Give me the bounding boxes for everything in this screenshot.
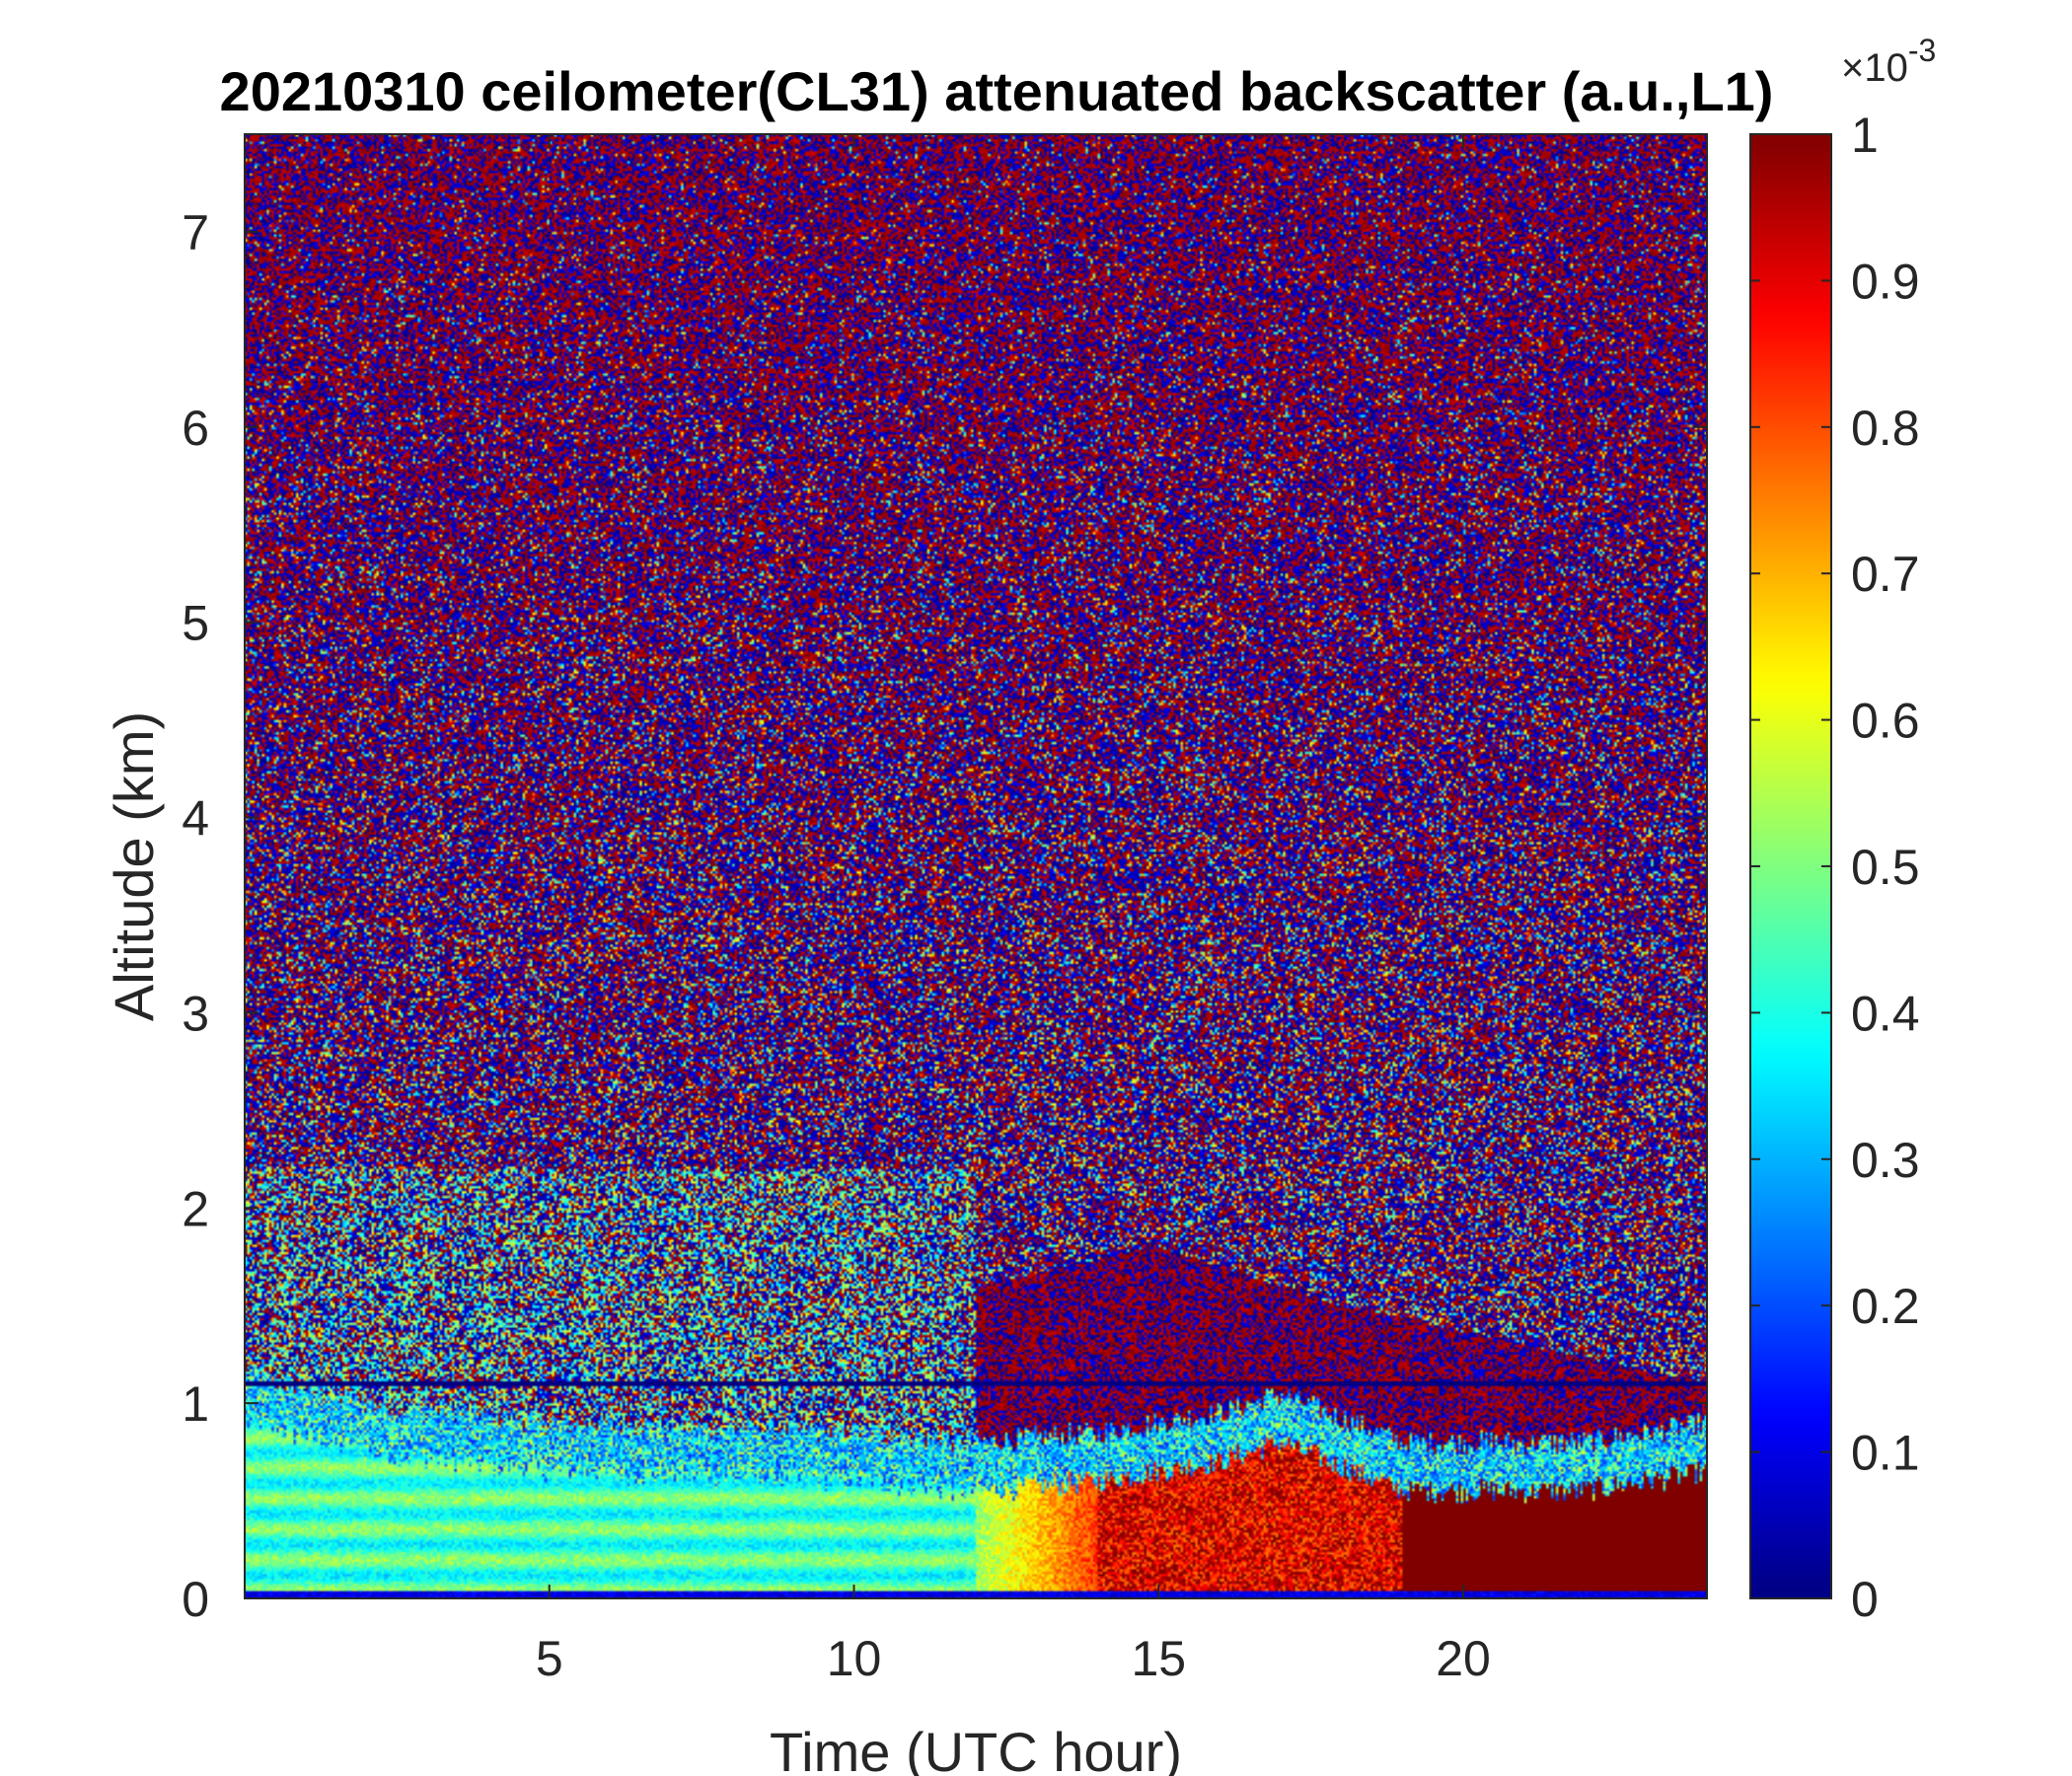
colorbar-tick-label: 0.5	[1851, 840, 1920, 895]
y-tick-label: 4	[182, 791, 209, 847]
y-tick-label: 6	[182, 401, 209, 456]
colorbar-tick-label: 0.3	[1851, 1133, 1920, 1188]
colorbar-tick-label: 0	[1851, 1572, 1879, 1627]
y-axis-label: Altitude (km)	[103, 711, 165, 1021]
x-tick-label: 15	[1131, 1631, 1186, 1686]
y-tick-label: 3	[182, 986, 209, 1041]
colorbar-ticks: 0 0.1 0.2 0.3 0.4 0.5 0.6 0.7 0.8 0.9 1	[1750, 108, 1920, 1627]
plot-frame	[244, 133, 1708, 1599]
colorbar-tick-label: 1	[1851, 108, 1879, 163]
colorbar-exponent-base: ×10	[1841, 46, 1908, 90]
colorbar-tick-label: 0.4	[1851, 986, 1920, 1041]
x-tick-label: 20	[1436, 1631, 1491, 1686]
colorbar-tick-label: 0.2	[1851, 1279, 1920, 1334]
plot-area	[244, 133, 1708, 1599]
y-tick-label: 1	[182, 1376, 209, 1432]
y-tick-label: 2	[182, 1181, 209, 1236]
colorbar-tick-label: 0.9	[1851, 254, 1920, 309]
colorbar: 0 0.1 0.2 0.3 0.4 0.5 0.6 0.7 0.8 0.9 1 ×10-3	[1749, 33, 1936, 1627]
chart-title: 20210310 ceilometer(CL31) attenuated bac…	[220, 60, 1774, 122]
y-tick-label: 5	[182, 596, 209, 651]
backscatter-heatmap	[245, 134, 1707, 1598]
x-axis-label: Time (UTC hour)	[770, 1721, 1182, 1776]
x-axis: 5 10 15 20	[536, 134, 1491, 1686]
y-tick-label: 0	[182, 1572, 209, 1627]
y-tick-label: 7	[182, 205, 209, 260]
y-axis: 0 1 2 3 4 5 6 7	[182, 205, 1707, 1627]
colorbar-tick-label: 0.7	[1851, 547, 1920, 602]
x-tick-label: 5	[536, 1631, 563, 1686]
colorbar-tick-label: 0.8	[1851, 401, 1920, 456]
colorbar-exponent-power: -3	[1908, 33, 1936, 68]
colorbar-tick-label: 0.6	[1851, 694, 1920, 749]
colorbar-tick-label: 0.1	[1851, 1426, 1920, 1481]
colorbar-gradient	[1750, 134, 1831, 1598]
colorbar-exponent: ×10-3	[1841, 33, 1936, 90]
x-tick-label: 10	[827, 1631, 882, 1686]
